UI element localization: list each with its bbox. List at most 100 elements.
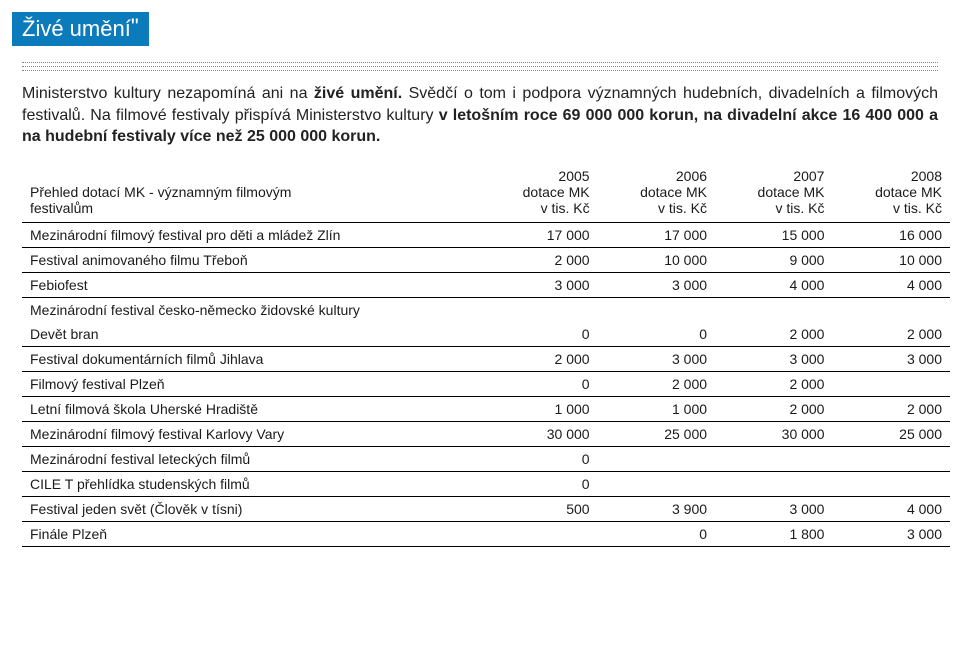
cell — [598, 471, 715, 496]
cell — [598, 446, 715, 471]
cell: 1 000 — [598, 396, 715, 421]
table-row: Devět bran002 0002 000 — [22, 322, 950, 347]
cell: 0 — [480, 322, 597, 347]
table-row: Festival animovaného filmu Třeboň2 00010… — [22, 247, 950, 272]
cell: 3 000 — [715, 346, 832, 371]
cell: 1 800 — [715, 521, 832, 546]
cell: 4 000 — [832, 272, 950, 297]
table-row: Finále Plzeň 01 8003 000 — [22, 521, 950, 546]
cell: 25 000 — [598, 421, 715, 446]
table-row: Festival jeden svět (Člověk v tísni)5003… — [22, 496, 950, 521]
grants-table: Přehled dotací MK - významným filmovým f… — [22, 162, 950, 547]
title-close-quote: " — [131, 14, 139, 39]
col-header-2006: 2006 dotace MK v tis. Kč — [598, 162, 715, 223]
table-body: Mezinárodní filmový festival pro děti a … — [22, 222, 950, 546]
cell: 4 000 — [715, 272, 832, 297]
col-year: 2007 — [793, 168, 824, 184]
table-row: Mezinárodní festival leteckých filmů0 — [22, 446, 950, 471]
table-row: Mezinárodní filmový festival Karlovy Var… — [22, 421, 950, 446]
cell: 1 000 — [480, 396, 597, 421]
cell: 3 000 — [598, 272, 715, 297]
title-text: Živé umění — [22, 16, 131, 41]
table-row: Mezinárodní festival česko-německo židov… — [22, 297, 950, 322]
cell: 500 — [480, 496, 597, 521]
cell — [832, 446, 950, 471]
row-name: Mezinárodní festival česko-německo židov… — [22, 297, 480, 322]
text-bold: živé umění. — [314, 85, 402, 102]
col-sub2: v tis. Kč — [893, 200, 942, 216]
col-header-2007: 2007 dotace MK v tis. Kč — [715, 162, 832, 223]
col-year: 2005 — [558, 168, 589, 184]
col-sub2: v tis. Kč — [775, 200, 824, 216]
title-open-quote: „ — [4, 4, 12, 32]
cell: 2 000 — [715, 322, 832, 347]
col-sub1: dotace MK — [875, 184, 942, 200]
col-sub2: v tis. Kč — [541, 200, 590, 216]
cell — [832, 297, 950, 322]
table-row: Mezinárodní filmový festival pro děti a … — [22, 222, 950, 247]
col-sub1: dotace MK — [758, 184, 825, 200]
row-name: Mezinárodní filmový festival pro děti a … — [22, 222, 480, 247]
cell: 2 000 — [715, 396, 832, 421]
cell: 3 000 — [832, 346, 950, 371]
col-header-2005: 2005 dotace MK v tis. Kč — [480, 162, 597, 223]
cell — [715, 297, 832, 322]
row-name: Festival jeden svět (Člověk v tísni) — [22, 496, 480, 521]
col-sub2: v tis. Kč — [658, 200, 707, 216]
cell — [480, 521, 597, 546]
table-row: Festival dokumentárních filmů Jihlava2 0… — [22, 346, 950, 371]
cell: 16 000 — [832, 222, 950, 247]
table-title-cell: Přehled dotací MK - významným filmovým f… — [22, 162, 480, 223]
row-name: Finále Plzeň — [22, 521, 480, 546]
cell: 17 000 — [480, 222, 597, 247]
col-header-2008: 2008 dotace MK v tis. Kč — [832, 162, 950, 223]
row-name: Mezinárodní festival leteckých filmů — [22, 446, 480, 471]
table-title-line1: Přehled dotací MK - významným filmovým — [30, 184, 291, 200]
divider — [22, 66, 938, 67]
cell: 0 — [480, 446, 597, 471]
page-title-band: Živé umění" „ — [12, 12, 149, 46]
cell: 2 000 — [832, 322, 950, 347]
table-row: CILE T přehlídka studenských filmů0 — [22, 471, 950, 496]
row-name: Festival dokumentárních filmů Jihlava — [22, 346, 480, 371]
cell: 2 000 — [480, 247, 597, 272]
cell — [715, 471, 832, 496]
col-sub1: dotace MK — [523, 184, 590, 200]
table-head: Přehled dotací MK - významným filmovým f… — [22, 162, 950, 223]
col-year: 2006 — [676, 168, 707, 184]
divider-group — [22, 62, 938, 71]
cell: 9 000 — [715, 247, 832, 272]
row-name: Festival animovaného filmu Třeboň — [22, 247, 480, 272]
table-title-line2: festivalům — [30, 200, 93, 216]
cell: 10 000 — [832, 247, 950, 272]
cell: 30 000 — [480, 421, 597, 446]
cell: 0 — [480, 371, 597, 396]
row-name: Mezinárodní filmový festival Karlovy Var… — [22, 421, 480, 446]
row-name: Febiofest — [22, 272, 480, 297]
cell: 4 000 — [832, 496, 950, 521]
cell — [832, 371, 950, 396]
table-row: Febiofest3 0003 0004 0004 000 — [22, 272, 950, 297]
title-bar: Živé umění" — [12, 12, 149, 46]
cell: 3 900 — [598, 496, 715, 521]
cell: 3 000 — [480, 272, 597, 297]
divider — [22, 62, 938, 63]
body-paragraph: Ministerstvo kultury nezapomíná ani na ž… — [22, 83, 938, 148]
text-run: Ministerstvo kultury nezapomíná ani na — [22, 85, 314, 102]
cell: 2 000 — [832, 396, 950, 421]
cell: 30 000 — [715, 421, 832, 446]
row-name: Filmový festival Plzeň — [22, 371, 480, 396]
cell — [480, 297, 597, 322]
cell: 0 — [598, 322, 715, 347]
cell: 25 000 — [832, 421, 950, 446]
cell — [832, 471, 950, 496]
cell: 15 000 — [715, 222, 832, 247]
cell — [598, 297, 715, 322]
cell: 3 000 — [832, 521, 950, 546]
col-sub1: dotace MK — [640, 184, 707, 200]
cell: 17 000 — [598, 222, 715, 247]
cell: 10 000 — [598, 247, 715, 272]
row-name: CILE T přehlídka studenských filmů — [22, 471, 480, 496]
row-name: Letní filmová škola Uherské Hradiště — [22, 396, 480, 421]
table-header-row: Přehled dotací MK - významným filmovým f… — [22, 162, 950, 223]
